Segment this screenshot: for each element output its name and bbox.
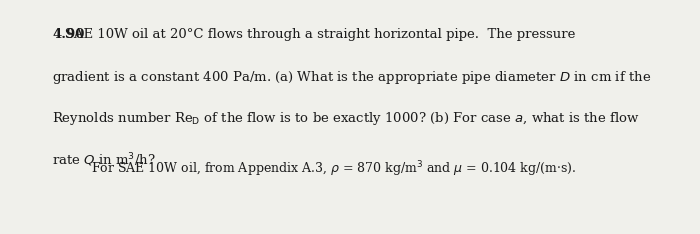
Text: For SAE 10W oil, from Appendix A.3, $\rho$ = 870 kg/m$^{3}$ and $\mu$ = 0.104 kg: For SAE 10W oil, from Appendix A.3, $\rh…	[91, 159, 576, 179]
Text: gradient is a constant 400 Pa/m. (a) What is the appropriate pipe diameter $D$ i: gradient is a constant 400 Pa/m. (a) Wha…	[52, 69, 652, 86]
Text: rate $Q$ in m$^{3}$/h?: rate $Q$ in m$^{3}$/h?	[52, 151, 156, 168]
Text: 4.90: 4.90	[52, 28, 85, 41]
Text: SAE 10W oil at 20°C flows through a straight horizontal pipe.  The pressure: SAE 10W oil at 20°C flows through a stra…	[52, 28, 576, 41]
Text: Reynolds number Re$_{\mathrm{D}}$ of the flow is to be exactly 1000? (b) For cas: Reynolds number Re$_{\mathrm{D}}$ of the…	[52, 110, 640, 127]
